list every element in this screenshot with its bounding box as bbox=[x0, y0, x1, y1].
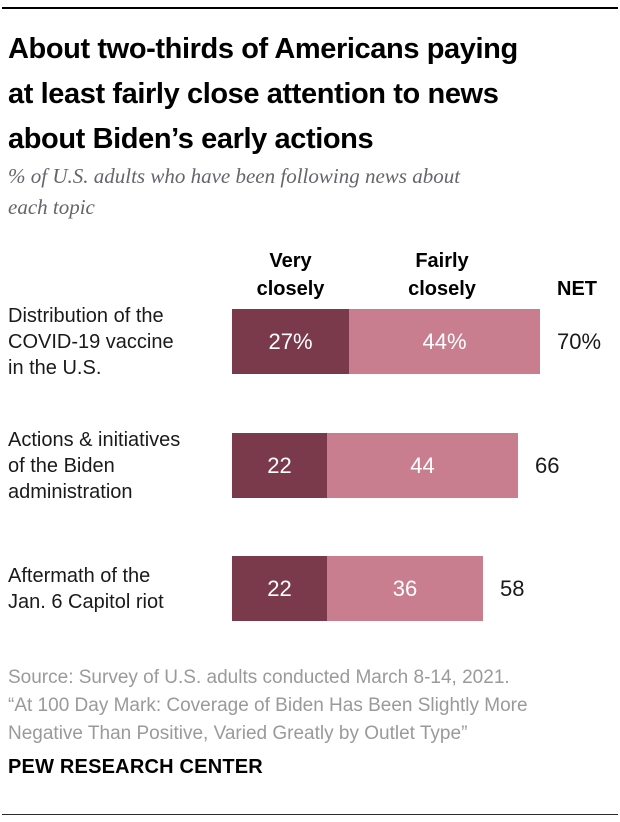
bar-value-label: 44 bbox=[410, 452, 435, 478]
column-header-fairly-closely: Fairly closely bbox=[408, 250, 476, 300]
pew-research-center-wordmark: PEW RESEARCH CENTER bbox=[8, 756, 263, 778]
bar-value-label: 44% bbox=[422, 328, 467, 354]
bar-segment-very-closely: 22 bbox=[232, 556, 327, 621]
bar-segment-fairly-closely: 44 bbox=[327, 433, 518, 498]
column-header-very-closely: Very closely bbox=[256, 250, 325, 300]
net-value: 58 bbox=[500, 575, 525, 601]
bar-segment-fairly-closely: 36 bbox=[327, 556, 483, 621]
chart-row: Actions & initiatives of the Biden admin… bbox=[0, 429, 620, 503]
bottom-rule bbox=[2, 814, 618, 815]
bar-value-label: 22 bbox=[267, 452, 292, 478]
net-value: 70% bbox=[557, 328, 602, 354]
chart-subtitle: % of U.S. adults who have been following… bbox=[8, 164, 461, 219]
page-title: About two-thirds of Americans paying at … bbox=[8, 33, 518, 155]
column-header-net: NET bbox=[557, 278, 597, 300]
bar-value-label: 36 bbox=[392, 575, 418, 601]
net-value: 66 bbox=[535, 452, 560, 478]
chart-row: Aftermath of the Jan. 6 Capitol riot 22 36… bbox=[0, 556, 620, 621]
source-note: Source: Survey of U.S. adults conducted … bbox=[8, 667, 528, 744]
chart-row: Distribution of the COVID-19 vaccine in … bbox=[0, 305, 620, 379]
bar-segment-very-closely: 27% bbox=[232, 309, 349, 374]
category-label: Distribution of the COVID-19 vaccine in … bbox=[8, 304, 174, 379]
bar-value-label: 22 bbox=[267, 575, 292, 601]
top-rule bbox=[2, 7, 618, 9]
category-label: Actions & initiatives of the Biden admin… bbox=[8, 428, 181, 503]
category-label: Aftermath of the Jan. 6 Capitol riot bbox=[8, 564, 164, 613]
bar-segment-very-closely: 22 bbox=[232, 433, 327, 498]
bar-segment-fairly-closely: 44% bbox=[349, 309, 540, 374]
bar-value-label: 27% bbox=[268, 328, 313, 354]
